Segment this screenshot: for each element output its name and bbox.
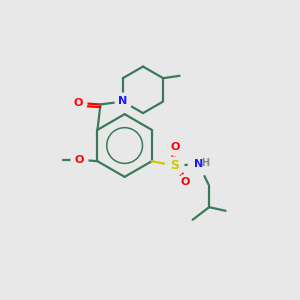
Text: O: O [74, 155, 84, 165]
Text: O: O [74, 98, 83, 108]
Text: S: S [170, 159, 179, 172]
Text: H: H [201, 158, 209, 168]
Text: O: O [181, 177, 190, 187]
Text: O: O [171, 142, 180, 152]
Text: N: N [118, 97, 128, 106]
Text: N: N [194, 159, 203, 169]
